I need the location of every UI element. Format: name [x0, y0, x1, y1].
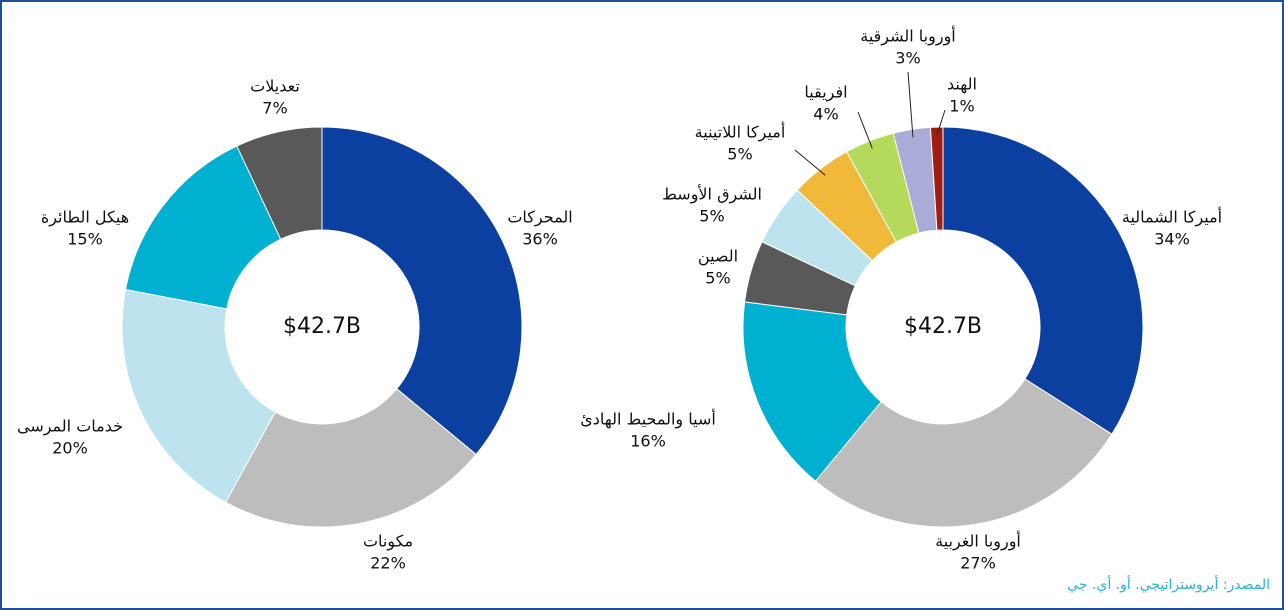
- slice-label: أميركا الشمالية: [1122, 207, 1222, 228]
- center-label: $42.7B: [283, 314, 361, 339]
- leader-line: [936, 109, 946, 136]
- slice: [236, 126, 323, 240]
- source: المصدر: أيروستراتيجي. أو. أي. جي: [1067, 575, 1270, 593]
- slice-label: أميركا اللاتينية: [695, 122, 786, 143]
- slice-value: 1%: [949, 97, 974, 116]
- center-label: $42.7B: [904, 314, 982, 339]
- slice: [121, 288, 276, 503]
- slice-label: افريقيا: [804, 83, 847, 103]
- slice-value: 36%: [522, 230, 558, 249]
- leader-line: [857, 111, 873, 149]
- slice: [742, 301, 882, 482]
- slice: [814, 378, 1113, 528]
- slice-value: 7%: [262, 99, 287, 118]
- leader-line: [907, 71, 914, 138]
- slice-value: 22%: [370, 554, 406, 573]
- slice-value: 5%: [699, 207, 724, 226]
- leader-line: [794, 149, 826, 176]
- slice-value: 3%: [895, 49, 920, 68]
- slice-value: 34%: [1154, 230, 1190, 249]
- slice-value: 20%: [52, 439, 88, 458]
- slice-label: مكونات: [363, 532, 413, 552]
- slice-label: الهند: [947, 75, 977, 95]
- slice-value: 5%: [705, 269, 730, 288]
- slice-label: أوروبا الغربية: [935, 531, 1021, 552]
- slice-label: المحركات: [507, 208, 572, 228]
- slice-value: 5%: [727, 145, 752, 164]
- slice-value: 16%: [630, 432, 666, 451]
- slice-label: الصين: [698, 247, 738, 267]
- slice-label: أسيا والمحيط الهادئ: [580, 409, 716, 430]
- slice: [321, 126, 523, 456]
- slice-value: 27%: [960, 554, 996, 573]
- slice-label: الشرق الأوسط: [662, 184, 762, 205]
- slice-label: أوروبا الشرقية: [860, 26, 956, 47]
- slice: [929, 126, 944, 231]
- slice: [942, 126, 1144, 435]
- slice-label: تعديلات: [250, 77, 300, 96]
- slice-label: خدمات المرسى: [17, 417, 123, 437]
- slice-value: 15%: [67, 230, 103, 249]
- slice: [224, 388, 477, 528]
- slice-value: 4%: [813, 105, 838, 124]
- slice-label: هيكل الطائرة: [41, 208, 129, 228]
